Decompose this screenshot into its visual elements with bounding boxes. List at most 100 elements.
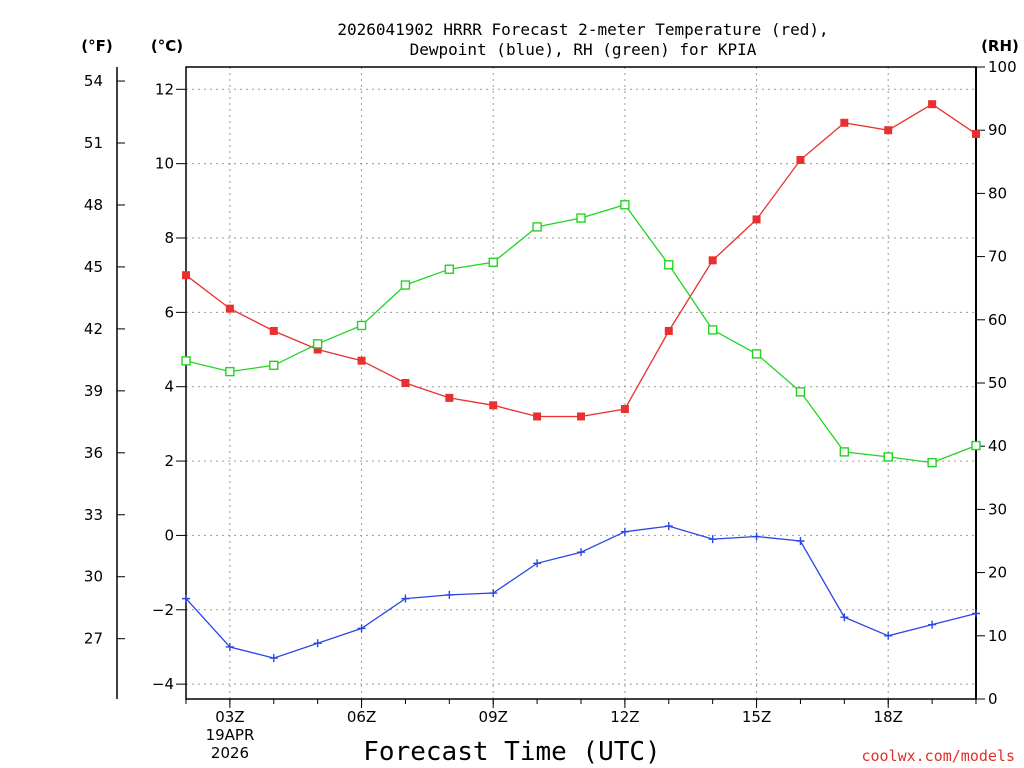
time-tick-label: 15Z <box>742 708 771 726</box>
dewpoint-point <box>972 609 980 618</box>
rh-point <box>444 264 455 274</box>
rh-tick-label: 80 <box>988 184 1007 202</box>
rh-tick-label: 100 <box>988 58 1017 76</box>
rh-point <box>488 257 498 267</box>
temperature-point <box>313 345 322 354</box>
temperature-point <box>664 326 673 335</box>
temperature-point <box>182 271 190 280</box>
dewpoint-point <box>664 522 673 531</box>
temperature-point <box>752 215 761 224</box>
rh-point <box>664 260 674 270</box>
fahrenheit-axis: 54 51 48 45 42 39 36 33 30 27 <box>84 72 125 648</box>
fahrenheit-axis-label: (°F) <box>81 37 112 55</box>
dewpoint-point <box>445 590 454 599</box>
time-tick-label: 09Z <box>479 708 508 726</box>
celsius-axis-label: (°C) <box>151 37 183 55</box>
temperature-point <box>445 393 454 402</box>
fahrenheit-tick-label: 36 <box>84 444 103 462</box>
rh-point <box>971 440 981 451</box>
temperature-point <box>840 118 849 127</box>
date-label-day: 19APR <box>206 726 255 744</box>
celsius-tick-label: 8 <box>164 229 174 247</box>
dewpoint-line <box>185 525 977 659</box>
rh-point <box>883 452 893 462</box>
rh-point <box>795 387 806 397</box>
dewpoint-point <box>182 594 190 603</box>
temperature-point <box>401 379 410 387</box>
grid <box>186 67 976 699</box>
dewpoint-point <box>752 532 761 541</box>
rh-tick-label: 50 <box>988 374 1007 392</box>
temperature-point <box>972 129 980 138</box>
rh-point <box>181 356 191 366</box>
rh-line <box>185 204 977 464</box>
celsius-axis: 12 10 8 6 4 2 0 −2 −4 <box>152 80 186 693</box>
dewpoint-point <box>884 631 893 640</box>
celsius-tick-label: 4 <box>164 378 174 396</box>
temperature-point <box>533 412 542 421</box>
temperature-point <box>796 155 805 164</box>
rh-point <box>839 447 850 457</box>
dewpoint-point <box>269 654 278 663</box>
fahrenheit-tick-label: 42 <box>84 320 103 338</box>
rh-axis-label: (RH) <box>981 37 1019 55</box>
temperature-point <box>269 326 278 335</box>
temperature-point <box>928 100 937 109</box>
celsius-tick-label: −2 <box>152 601 174 619</box>
dewpoint-point <box>401 594 410 603</box>
rh-tick-label: 30 <box>988 500 1007 518</box>
credit-text: coolwx.com/models <box>861 747 1015 765</box>
series-layer <box>181 100 981 663</box>
rh-point <box>751 349 762 359</box>
temperature-point <box>708 256 717 265</box>
rh-point <box>269 360 279 371</box>
celsius-tick-label: 6 <box>164 303 174 321</box>
chart-title-line-2: Dewpoint (blue), RH (green) for KPIA <box>410 40 757 59</box>
time-axis: 03Z 06Z 09Z 12Z 15Z 18Z <box>185 699 977 726</box>
fahrenheit-tick-label: 39 <box>84 382 103 400</box>
time-tick-label: 12Z <box>610 708 639 726</box>
x-axis-label: Forecast Time (UTC) <box>363 737 660 767</box>
dewpoint-point <box>533 559 542 568</box>
temperature-point <box>884 126 893 135</box>
fahrenheit-tick-label: 51 <box>84 134 103 152</box>
rh-point <box>576 213 586 223</box>
rh-point <box>312 339 323 349</box>
temperature-point <box>225 304 234 313</box>
dewpoint-point <box>796 537 805 545</box>
dewpoint-point <box>225 642 234 651</box>
fahrenheit-tick-label: 30 <box>84 568 103 586</box>
rh-tick-label: 40 <box>988 437 1007 455</box>
temperature-point <box>577 412 585 421</box>
rh-point <box>707 325 718 335</box>
temperature-point <box>620 405 629 414</box>
dewpoint-point <box>489 589 498 598</box>
temperature-point <box>489 401 498 410</box>
time-tick-label: 06Z <box>347 708 376 726</box>
dewpoint-point <box>577 548 585 557</box>
celsius-tick-label: −4 <box>152 675 174 693</box>
temperature-line <box>185 103 977 418</box>
rh-point <box>225 366 235 377</box>
celsius-tick-label: 10 <box>155 155 174 173</box>
celsius-tick-label: 12 <box>155 80 174 98</box>
rh-point <box>400 280 411 290</box>
dewpoint-point <box>708 535 717 544</box>
rh-point <box>532 222 542 232</box>
rh-tick-label: 90 <box>988 121 1007 139</box>
fahrenheit-tick-label: 48 <box>84 196 103 214</box>
dewpoint-point <box>620 527 629 536</box>
dewpoint-point <box>313 639 322 648</box>
fahrenheit-tick-label: 27 <box>84 630 103 648</box>
rh-tick-label: 0 <box>988 690 998 708</box>
rh-tick-label: 60 <box>988 311 1007 329</box>
celsius-tick-label: 2 <box>164 452 174 470</box>
rh-tick-label: 70 <box>988 248 1007 266</box>
rh-tick-label: 20 <box>988 564 1007 582</box>
dewpoint-point <box>928 620 937 629</box>
rh-tick-label: 10 <box>988 627 1007 645</box>
rh-point <box>620 200 630 210</box>
dewpoint-point <box>840 613 849 622</box>
